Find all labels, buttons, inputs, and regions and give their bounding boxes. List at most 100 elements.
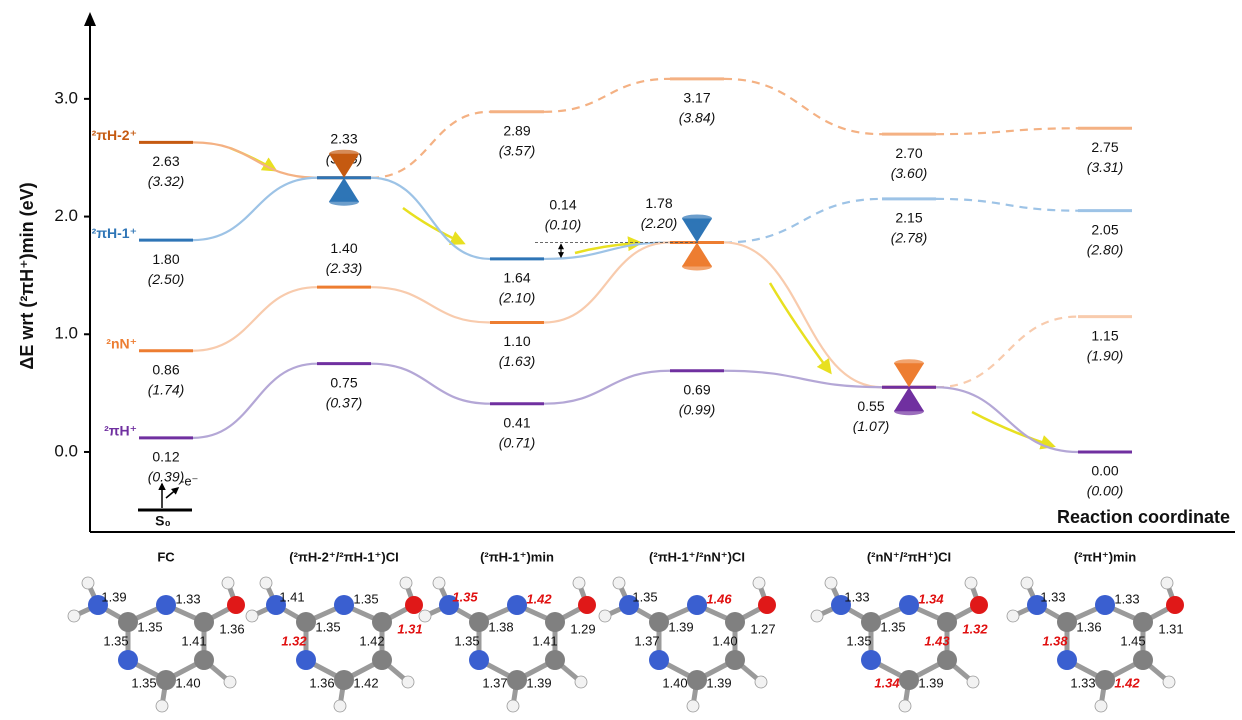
series-name: ²πH⁺	[104, 423, 137, 439]
bond-length: 1.34	[918, 591, 944, 606]
bond-length: 1.39	[526, 675, 551, 690]
value-note: (0.37)	[326, 394, 363, 410]
bond-length: 1.37	[482, 675, 507, 690]
x-tick-label: (²πH-2⁺/²πH-1⁺)CI	[289, 549, 398, 564]
ci-cone-bottom-rim	[329, 198, 359, 206]
x-tick-label: (²πH-1⁺)min	[480, 549, 554, 564]
bond-length: 1.33	[844, 589, 869, 604]
x-tick-label: (²πH-1⁺/²nN⁺)CI	[649, 549, 745, 564]
value-label: 0.00	[1091, 463, 1118, 479]
atom	[260, 577, 272, 589]
value-note: (2.33)	[326, 260, 363, 276]
atom	[246, 610, 258, 622]
connector	[193, 178, 317, 240]
atom	[937, 650, 957, 670]
bond-length: 1.35	[137, 619, 162, 634]
atom	[758, 596, 776, 614]
bond-length: 1.27	[750, 621, 775, 636]
atom	[545, 650, 565, 670]
value-note: (0.99)	[679, 401, 716, 417]
value-label: 1.40	[330, 240, 357, 256]
atom	[1163, 676, 1175, 688]
value-note: (1.74)	[148, 381, 185, 397]
connector	[724, 242, 882, 387]
atom	[937, 612, 957, 632]
atom	[507, 670, 527, 690]
atom	[227, 596, 245, 614]
atom	[725, 650, 745, 670]
atom	[156, 670, 176, 690]
molecule: 1.331.361.331.311.381.451.331.42	[1007, 577, 1184, 712]
connector	[724, 199, 882, 243]
bond-length: 1.31	[397, 621, 422, 636]
atom	[507, 700, 519, 712]
bond-length: 1.32	[962, 621, 988, 636]
value-note: (3.60)	[891, 165, 928, 181]
connector	[936, 387, 1078, 452]
bond-length: 1.38	[488, 619, 513, 634]
value-label: 2.33	[330, 130, 357, 146]
bond-length: 1.41	[532, 633, 557, 648]
atom	[224, 676, 236, 688]
value-label: 1.78	[645, 195, 672, 211]
bond-length: 1.45	[1120, 633, 1145, 648]
connector	[371, 112, 490, 178]
bond-length: 1.39	[918, 675, 943, 690]
value-note: (0.39)	[148, 469, 185, 485]
value-label: 2.63	[152, 153, 179, 169]
atom	[402, 676, 414, 688]
connector	[371, 364, 490, 404]
atom	[194, 650, 214, 670]
bond-length: 1.33	[175, 591, 200, 606]
atom	[118, 650, 138, 670]
bond-length: 1.40	[175, 675, 200, 690]
value-label: 1.80	[152, 251, 179, 267]
ground-state-label: S₀	[155, 513, 171, 529]
atom	[545, 612, 565, 632]
atom	[222, 577, 234, 589]
bond-length: 1.35	[315, 619, 340, 634]
bond-length: 1.39	[101, 589, 126, 604]
connector	[193, 287, 317, 351]
value-note: (1.07)	[853, 418, 890, 434]
bond-length: 1.40	[662, 675, 687, 690]
atom	[334, 595, 354, 615]
atom	[599, 610, 611, 622]
connector	[936, 199, 1078, 211]
atom	[68, 610, 80, 622]
connector	[724, 79, 882, 134]
value-note: (3.57)	[499, 143, 536, 159]
atom	[296, 612, 316, 632]
bond-length: 1.36	[309, 675, 334, 690]
atom	[419, 610, 431, 622]
y-tick-label: 0.0	[54, 441, 78, 460]
atom	[334, 670, 354, 690]
ci-cone-top-rim	[894, 359, 924, 367]
value-label: 1.15	[1091, 327, 1118, 343]
bond-length: 1.39	[668, 619, 693, 634]
bond-length: 1.32	[281, 633, 307, 648]
ci-cone-top-rim	[329, 150, 359, 158]
y-tick-label: 3.0	[54, 88, 78, 107]
atom	[687, 595, 707, 615]
value-label: 2.89	[503, 123, 530, 139]
bond-length: 1.35	[452, 589, 478, 604]
atom	[194, 612, 214, 632]
atom	[82, 577, 94, 589]
bond-length: 1.35	[846, 633, 871, 648]
connector	[193, 364, 317, 438]
x-tick-label: (²nN⁺/²πH⁺)CI	[867, 549, 951, 564]
value-label: 0.86	[152, 361, 179, 377]
bond-length: 1.36	[219, 621, 244, 636]
series-name: ²πH-1⁺	[92, 225, 137, 241]
atom	[1133, 612, 1153, 632]
bond-length: 1.41	[279, 589, 304, 604]
value-note: (2.50)	[148, 271, 185, 287]
bond-length: 1.35	[131, 675, 156, 690]
atom	[967, 676, 979, 688]
value-note: (3.32)	[148, 173, 185, 189]
atom	[1166, 596, 1184, 614]
atom	[469, 612, 489, 632]
